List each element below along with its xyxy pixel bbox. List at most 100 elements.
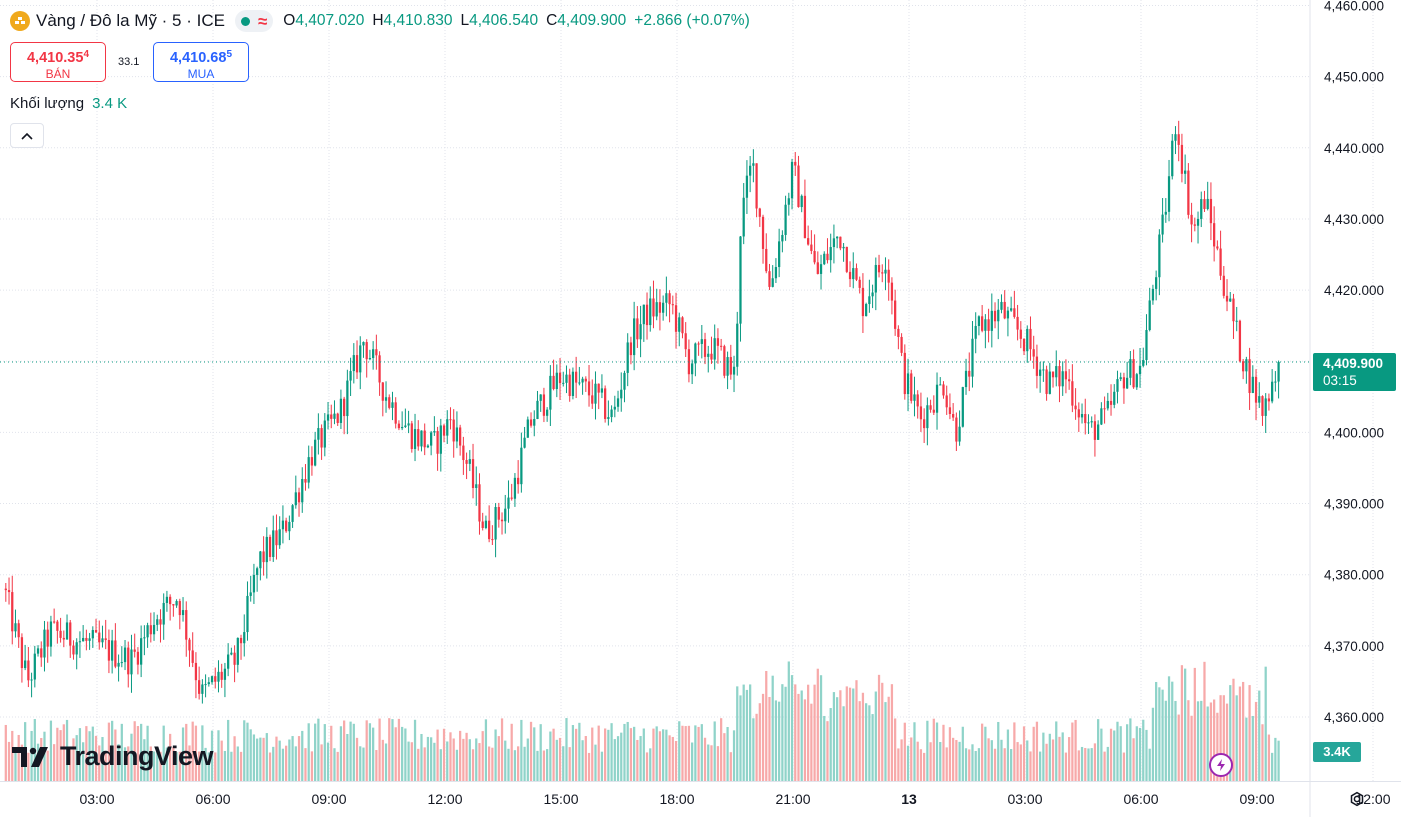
- candle-body: [504, 508, 507, 522]
- volume-legend-label: Khối lượng: [10, 95, 85, 112]
- volume-bar: [1122, 752, 1126, 781]
- candle-body: [765, 248, 768, 272]
- candle-body: [549, 375, 552, 410]
- volume-bar: [761, 693, 765, 781]
- candle-body: [987, 319, 990, 331]
- volume-bar: [993, 748, 997, 781]
- candle-body: [932, 409, 935, 413]
- candle-body: [104, 638, 107, 641]
- volume-bar: [839, 690, 842, 781]
- volume-bar: [246, 722, 249, 781]
- candle-body: [604, 388, 607, 419]
- candle-body: [971, 338, 974, 377]
- sell-button[interactable]: 4,410.354 BÁN: [10, 42, 106, 82]
- volume-bar: [1032, 726, 1035, 781]
- candle-body: [868, 296, 871, 305]
- volume-legend[interactable]: Khối lượng 3.4 K: [10, 95, 127, 112]
- candle-body: [346, 380, 349, 417]
- volume-bar: [749, 684, 752, 781]
- collapse-legend-button[interactable]: [10, 123, 44, 148]
- candle-body: [633, 318, 636, 356]
- candle-body: [1045, 369, 1048, 394]
- candle-body: [1261, 396, 1264, 416]
- symbol-title[interactable]: Vàng / Đô la Mỹ · 5 · ICE: [36, 11, 225, 30]
- volume-bar: [1026, 740, 1029, 781]
- volume-bar: [1097, 719, 1100, 781]
- volume-bar: [961, 726, 964, 781]
- volume-bar: [381, 739, 384, 781]
- price-tick-label: 4,360.000: [1324, 710, 1384, 725]
- candle-body: [494, 507, 497, 540]
- tradingview-logo[interactable]: TradingView: [12, 741, 214, 772]
- candle-body: [790, 161, 794, 199]
- candle-body: [1277, 361, 1280, 382]
- candle-body: [691, 363, 694, 375]
- volume-legend-value: 3.4 K: [92, 95, 128, 112]
- buy-button[interactable]: 4,410.685 MUA: [153, 42, 249, 82]
- candle-body: [330, 414, 333, 419]
- volume-bar: [191, 721, 194, 781]
- volume-bar: [449, 732, 452, 781]
- volume-bar: [307, 723, 310, 781]
- candle-body: [223, 668, 227, 680]
- candle-body: [4, 588, 7, 591]
- candle-body: [897, 328, 900, 337]
- candle-body: [1235, 320, 1238, 322]
- volume-bar: [1093, 743, 1097, 781]
- candle-body: [546, 409, 549, 416]
- volume-bar: [781, 684, 784, 781]
- candle-body: [1174, 134, 1177, 141]
- candle-body: [1097, 424, 1100, 440]
- volume-bar: [391, 719, 394, 781]
- candle-body: [823, 253, 826, 265]
- candle-body: [913, 394, 916, 401]
- candle-body: [375, 349, 378, 356]
- volume-bar: [952, 737, 955, 781]
- candle-body: [1013, 308, 1016, 317]
- candle-body: [256, 568, 259, 575]
- settings-gear-icon[interactable]: [1347, 789, 1367, 809]
- volume-bar: [645, 752, 649, 781]
- candle-body: [423, 430, 426, 448]
- candle-body: [1039, 369, 1042, 376]
- volume-bar: [149, 746, 152, 781]
- volume-bar: [130, 733, 133, 781]
- volume-bar: [465, 732, 468, 781]
- candle-body: [1213, 223, 1216, 247]
- volume-bar: [810, 703, 813, 781]
- buy-label: MUA: [187, 67, 215, 81]
- spread-value: 33.1: [118, 56, 140, 68]
- time-tick-label: 12:00: [427, 791, 462, 807]
- volume-bar: [1109, 728, 1113, 781]
- volume-bar: [710, 745, 713, 781]
- volume-bar: [339, 726, 343, 781]
- volume-bar: [1206, 706, 1209, 781]
- candle-body: [1203, 199, 1206, 209]
- volume-bar: [700, 724, 703, 781]
- candle-body: [1158, 234, 1161, 278]
- candle-body: [217, 671, 220, 682]
- candle-body: [1090, 421, 1093, 423]
- volume-bar: [320, 744, 323, 781]
- volume-bar: [1277, 740, 1280, 781]
- volume-bar: [278, 740, 281, 781]
- volume-bar: [1238, 686, 1242, 781]
- volume-bar: [1193, 667, 1196, 781]
- candle-body: [262, 551, 265, 563]
- candle-body: [1019, 329, 1022, 339]
- candle-body: [359, 345, 362, 373]
- volume-bar: [513, 750, 517, 781]
- volume-bar: [294, 746, 297, 781]
- volume-bar: [800, 690, 803, 781]
- candle-body: [758, 208, 761, 217]
- market-status-pill[interactable]: ≈: [234, 10, 274, 32]
- volume-bar: [1045, 743, 1048, 781]
- candle-body: [413, 429, 417, 449]
- quick-action-button[interactable]: [1209, 753, 1233, 777]
- volume-bar: [774, 700, 778, 781]
- candle-body: [597, 383, 600, 393]
- candle-body: [69, 622, 72, 646]
- time-tick-label: 09:00: [311, 791, 346, 807]
- candle-body: [1264, 398, 1267, 416]
